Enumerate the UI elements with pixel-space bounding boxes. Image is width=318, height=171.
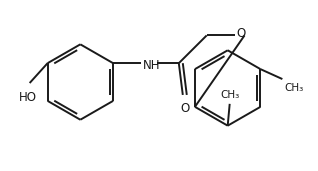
Text: CH₃: CH₃ [220,90,239,100]
Text: O: O [237,27,246,40]
Text: O: O [180,102,190,115]
Text: HO: HO [19,91,37,104]
Text: NH: NH [143,59,161,72]
Text: CH₃: CH₃ [284,83,304,93]
